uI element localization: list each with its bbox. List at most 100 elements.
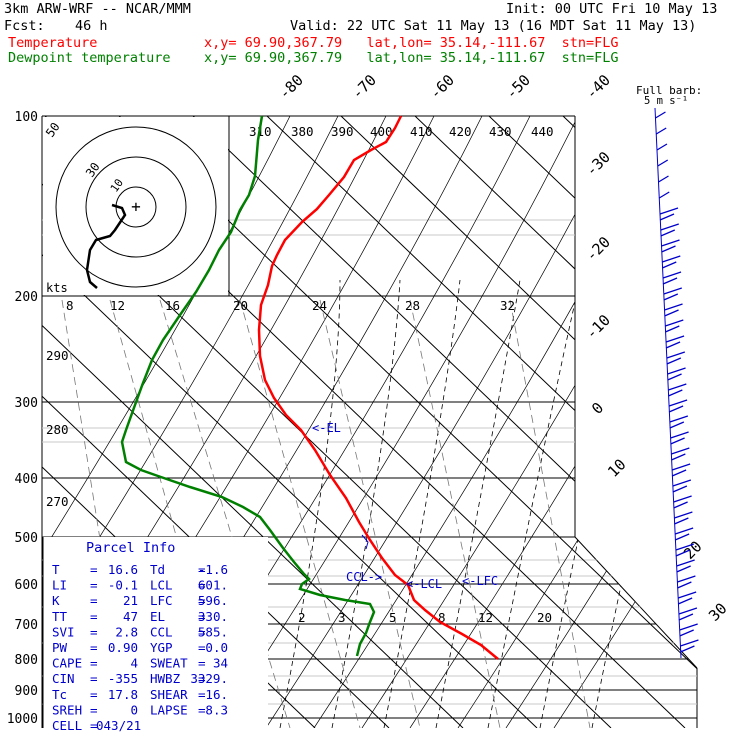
mixing-ratio-label-3: 20 [233, 298, 248, 313]
wind-barb-10 [662, 271, 682, 279]
moist-adiabat [539, 279, 641, 728]
parcel-eq-0: = [90, 562, 98, 577]
isotherm-line [711, 116, 740, 728]
mixing-ratio-label-5: 28 [405, 298, 420, 313]
parcel-eq2-0: = [198, 562, 206, 577]
theta-label-410: 410 [410, 124, 433, 139]
parcel-key2-5: YGP [150, 640, 173, 655]
parcel-value-3: 47 [123, 609, 138, 624]
lfc-annotation: <-LFC [462, 574, 498, 588]
parcel-eq-8: = [90, 687, 98, 702]
parcel-eq-9: = [90, 702, 98, 717]
parcel-eq-2: = [90, 593, 98, 608]
parcel-value2-0: -1.6 [198, 562, 228, 577]
mixing-ratio-label-6: 32 [500, 298, 515, 313]
parcel-key-7: CIN [52, 671, 75, 686]
isotherm-label--30: -30 [582, 148, 614, 180]
mixing-ratio-label-2: 16 [165, 298, 180, 313]
temperature-coords: x,y= 69.90,367.79 lat,lon= 35.14,-111.67… [204, 35, 619, 51]
wind-barb-14 [665, 335, 685, 343]
isotherm-line [42, 116, 390, 728]
parcel-eq-3: = [90, 609, 98, 624]
isotherm-line [42, 116, 464, 728]
forecast-label: Fcst: [4, 18, 45, 34]
wind-barb-7 [660, 223, 679, 231]
parcel-value-2: 21 [123, 593, 138, 608]
wind-barb-feather-19 [669, 421, 685, 429]
mixing-ratio-line [239, 299, 361, 728]
barb-unit: 5 m s⁻¹ [644, 95, 688, 107]
wind-barb-29 [677, 575, 696, 583]
hodo-units: kts [46, 281, 68, 295]
wind-barb-5 [658, 191, 670, 199]
parcel-value2-1: 601. [198, 578, 228, 593]
moist-adiabat [487, 279, 581, 728]
isotherm-label--40: -40 [582, 71, 614, 103]
wind-barb-0 [655, 111, 666, 119]
hodo-label-50: 50 [43, 120, 63, 140]
hodo-center: + [131, 197, 141, 216]
mixing-ratio-label-7: 2 [298, 610, 306, 625]
parcel-value-4: 2.8 [115, 624, 138, 639]
parcel-key-9: SREH [52, 702, 82, 717]
parcel-value-1: -0.1 [108, 578, 138, 593]
hodograph-background [43, 117, 228, 295]
wind-barb-21 [671, 447, 690, 455]
wind-barb-13 [665, 319, 684, 327]
moist-adiabat [331, 279, 401, 728]
parcel-key-3: TT [52, 609, 68, 624]
parcel-key2-3: EL [150, 609, 165, 624]
theta-label-270: 270 [46, 494, 69, 509]
dry-adiabat [457, 116, 697, 728]
wind-barb-4 [658, 175, 669, 183]
dry-adiabat [505, 116, 697, 728]
wind-barb-feather-28 [676, 565, 691, 573]
wind-barb-feather-23 [672, 485, 688, 493]
parcel-eq2-6: = [198, 656, 206, 671]
hodo-label-30: 30 [83, 160, 103, 180]
wind-barb-feather-10 [662, 277, 678, 285]
parcel-eq2-1: = [198, 578, 206, 593]
parcel-key2-9: LAPSE [150, 702, 188, 717]
wind-barb-26 [674, 527, 694, 535]
mixing-ratio-label-4: 24 [312, 298, 327, 313]
parcel-key-5: PW [52, 640, 68, 655]
theta-label-430: 430 [489, 124, 512, 139]
pressure-label-500: 500 [15, 531, 38, 546]
wind-barb-30 [677, 591, 697, 599]
isotherm-label-10: 10 [604, 455, 630, 481]
mixing-ratio-line [319, 299, 421, 728]
dry-adiabat [42, 116, 339, 728]
wind-barb-33 [680, 639, 699, 647]
pressure-label-900: 900 [15, 684, 38, 699]
theta-label-420: 420 [449, 124, 472, 139]
wind-barb-feather-27 [675, 549, 691, 557]
pressure-label-1000: 1000 [7, 712, 38, 727]
wind-barb-feather-33 [680, 645, 695, 653]
moist-adiabat [383, 279, 461, 728]
wind-barb-feather-16 [667, 373, 682, 381]
wind-barb-feather-20 [670, 437, 685, 445]
parcel-eq-10: = [90, 718, 98, 733]
wind-barb-22 [671, 463, 691, 471]
isotherm-label--70: -70 [348, 71, 380, 103]
parcel-info-panel [43, 537, 268, 728]
dry-adiabat [553, 116, 697, 728]
mixing-ratio-label-11: 12 [478, 610, 493, 625]
isotherm-label-0: 0 [588, 399, 607, 418]
mixing-ratio-line [61, 299, 131, 728]
wind-barb-15 [666, 351, 686, 359]
wind-barb-feather-14 [665, 341, 681, 349]
parcel-eq-6: = [90, 656, 98, 671]
parcel-value-10: 043/21 [96, 718, 141, 733]
wind-barb-2 [656, 143, 668, 151]
wind-barb-feather-32 [679, 629, 694, 637]
hodo-label-10: 10 [108, 176, 126, 194]
wind-barb-31 [678, 607, 698, 615]
wind-barb-32 [679, 623, 698, 631]
wind-barb-16 [667, 367, 686, 375]
wind-barb-feather-11 [663, 293, 679, 301]
parcel-info-title: Parcel Info [86, 540, 175, 556]
